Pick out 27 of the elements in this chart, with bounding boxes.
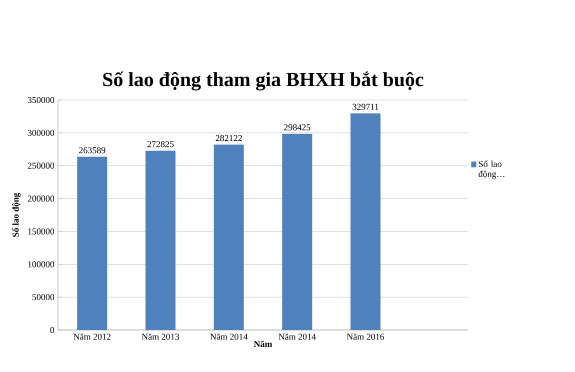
y-tick-label: 0 — [50, 326, 54, 334]
chart-title: Số lao động tham gia BHXH bắt buộc — [103, 72, 424, 90]
data-label: 263589 — [79, 147, 106, 154]
y-tick-label: 200000 — [28, 196, 54, 202]
data-label: 329711 — [352, 104, 378, 110]
y-tick-label: 100000 — [28, 261, 54, 268]
x-tick-label: Năm 2016 — [346, 334, 384, 340]
bar — [350, 113, 380, 330]
data-label: 282122 — [216, 134, 242, 142]
bar — [282, 134, 312, 330]
x-tick-label: Năm 2014 — [278, 334, 316, 340]
y-tick-label: 50000 — [32, 294, 54, 300]
x-tick-label: Năm 2013 — [142, 334, 180, 340]
x-tick-label: Năm 2014 — [210, 334, 248, 340]
bar — [77, 156, 108, 330]
data-label: 298425 — [284, 124, 310, 130]
bar — [146, 150, 176, 330]
y-tick-label: 150000 — [28, 228, 54, 234]
y-tick-label: 300000 — [28, 130, 54, 136]
y-tick-label: 350000 — [28, 96, 54, 104]
x-axis-title: Năm — [254, 340, 272, 348]
data-label: 272825 — [147, 141, 174, 148]
legend-label: Số lao động… — [478, 160, 504, 179]
y-tick-label: 250000 — [28, 162, 54, 169]
x-tick-label: Năm 2012 — [74, 334, 111, 340]
bar — [214, 144, 244, 330]
y-axis-title: Số lao động — [12, 192, 21, 237]
